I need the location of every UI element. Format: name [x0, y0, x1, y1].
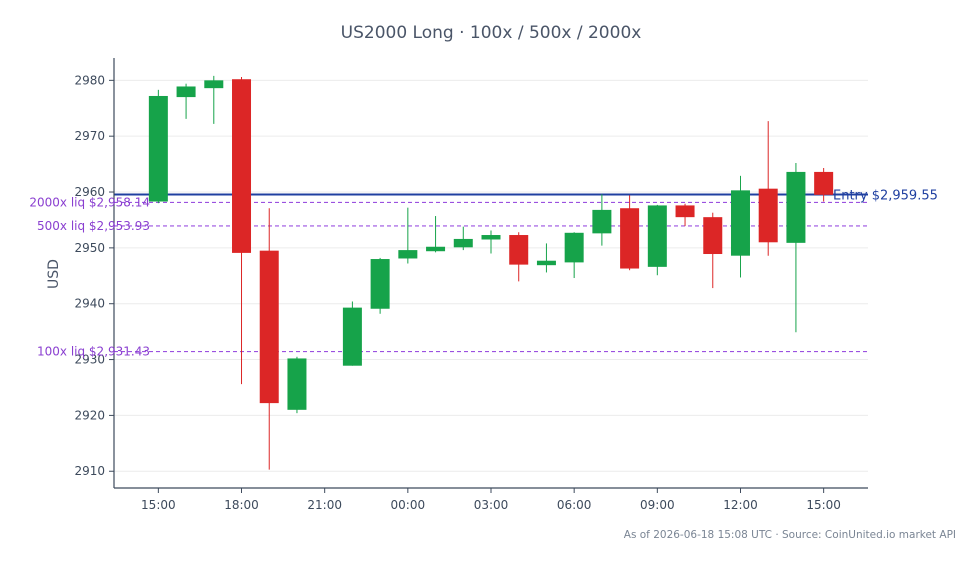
candle-up [786, 171, 806, 243]
x-tick-label: 00:00 [391, 498, 426, 512]
candle-up [342, 307, 362, 366]
candle-up [176, 86, 196, 98]
x-tick-label: 06:00 [557, 498, 592, 512]
x-tick-label: 18:00 [224, 498, 259, 512]
candle-down [620, 208, 640, 269]
x-tick-label: 15:00 [806, 498, 841, 512]
x-tick-label: 15:00 [141, 498, 176, 512]
candle-up [564, 232, 584, 263]
x-tick-label: 12:00 [723, 498, 758, 512]
candle-down [675, 205, 695, 218]
entry-label: Entry $2,959.55 [833, 189, 938, 204]
candle-up [481, 235, 501, 240]
chart-title: US2000 Long · 100x / 500x / 2000x [341, 23, 642, 43]
candle-up [453, 238, 473, 248]
liquidation-label: 100x liq $2,931.43 [37, 345, 150, 359]
y-tick-label: 2930 [74, 353, 105, 367]
y-tick-label: 2910 [74, 464, 105, 478]
candle-up [730, 190, 750, 256]
liquidation-label: 500x liq $2,953.93 [37, 219, 150, 233]
footer-note: As of 2026-06-18 15:08 UTC · Source: Coi… [624, 529, 956, 541]
y-tick-label: 2960 [74, 185, 105, 199]
candle-down [509, 235, 529, 265]
candle-up [204, 80, 224, 89]
candle-up [647, 205, 667, 267]
y-tick-label: 2920 [74, 408, 105, 422]
y-tick-label: 2980 [74, 73, 105, 87]
candle-up [426, 246, 446, 252]
candle-down [232, 79, 252, 253]
reference-lines [114, 193, 868, 353]
x-tick-label: 21:00 [307, 498, 342, 512]
candle-down [259, 250, 279, 404]
reference-labels: Entry $2,959.55 2000x liq $2,958.14 500x l… [29, 189, 938, 359]
y-axis-label: USD [46, 259, 62, 289]
axes: 2910 2920 2930 2940 2950 2960 2970 2980 15:00 18:… [74, 58, 868, 512]
y-tick-label: 2970 [74, 129, 105, 143]
candle-up [536, 260, 556, 266]
candle-up [592, 209, 612, 234]
y-tick-label: 2950 [74, 241, 105, 255]
candle-up [148, 95, 168, 202]
grid [114, 79, 868, 472]
x-tick-label: 09:00 [640, 498, 675, 512]
candle-down [814, 171, 834, 195]
candle-up [370, 259, 390, 309]
y-tick-label: 2940 [74, 297, 105, 311]
liquidation-label: 2000x liq $2,958.14 [29, 195, 150, 209]
candle-down [703, 217, 723, 255]
candles [148, 75, 834, 470]
x-tick-label: 03:00 [474, 498, 509, 512]
candle-up [398, 250, 418, 259]
candle-up [287, 358, 307, 410]
candle-down [758, 188, 778, 243]
